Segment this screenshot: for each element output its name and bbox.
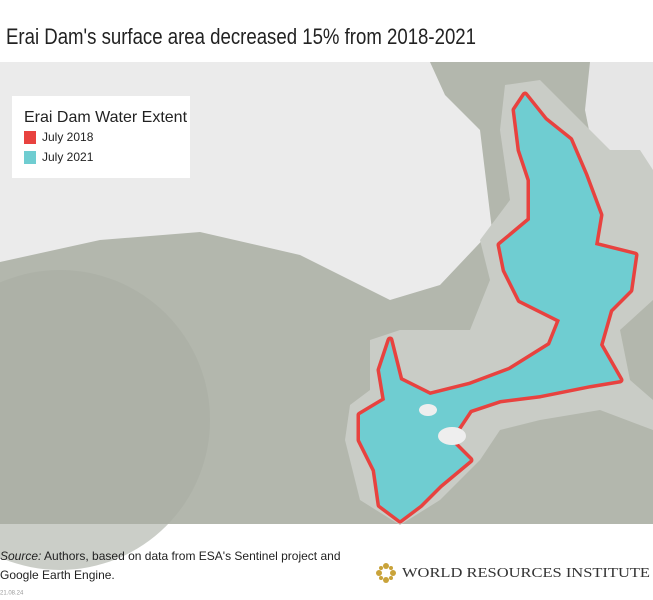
source-text: Google Earth Engine. [0, 568, 115, 582]
legend-title: Erai Dam Water Extent [24, 109, 188, 126]
island [419, 404, 437, 416]
title: Erai Dam's surface area decreased 15% fr… [6, 24, 476, 49]
source-text: Authors, based on data from ESA's Sentin… [41, 549, 340, 563]
logo [376, 563, 396, 583]
island [438, 427, 466, 445]
legend-box [12, 96, 190, 178]
source-lead: Source: [0, 549, 41, 563]
legend-swatch [24, 131, 36, 144]
legend-label: July 2021 [42, 150, 94, 164]
logo-text: WORLD RESOURCES INSTITUTE [402, 566, 650, 581]
legend: Erai Dam Water Extent July 2018 July 202… [12, 96, 190, 178]
date: 21.08.24 [0, 591, 24, 597]
source: Source: Authors, based on data from ESA'… [0, 549, 341, 563]
legend-label: July 2018 [42, 130, 94, 144]
terrain-shade [0, 270, 210, 570]
legend-swatch [24, 151, 36, 164]
